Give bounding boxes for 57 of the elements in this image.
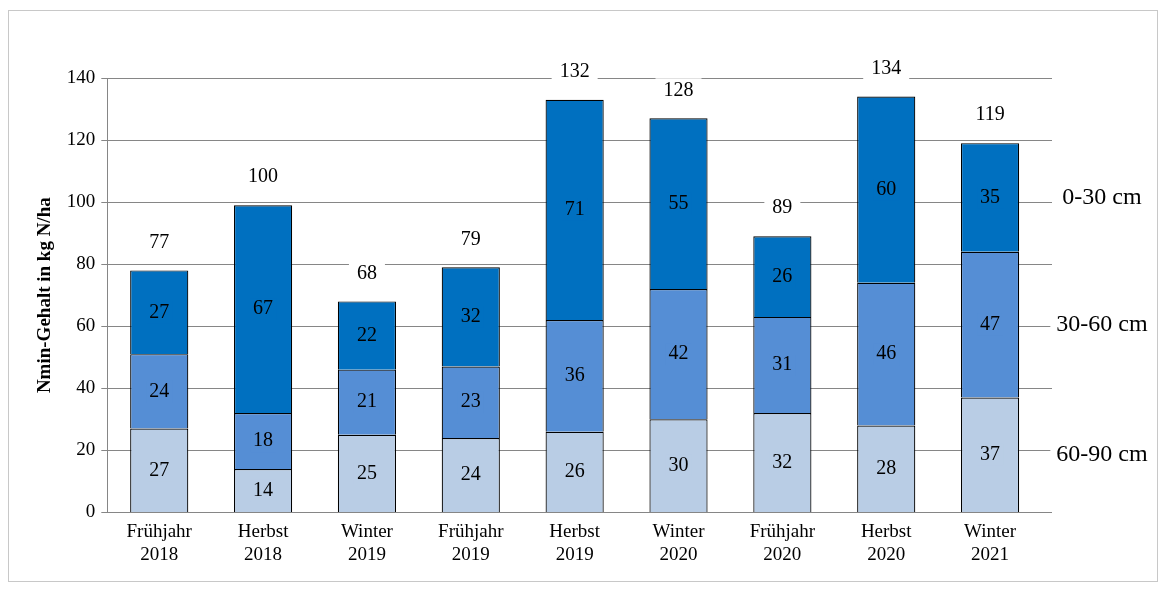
x-tick-label: Winter 2020 <box>652 519 706 564</box>
data-label: 32 <box>460 304 481 327</box>
total-label: 134 <box>871 55 902 78</box>
x-tick-label: Herbst 2018 <box>237 519 290 564</box>
series-label: 30-60 cm <box>1056 309 1148 336</box>
data-label: 23 <box>460 389 481 412</box>
total-label: 89 <box>772 195 793 218</box>
y-tick-label: 60 <box>76 314 96 336</box>
total-label: 128 <box>663 77 694 100</box>
data-label: 14 <box>253 477 274 500</box>
total-label: 119 <box>975 102 1005 125</box>
x-tick-label: Frühjahr 2019 <box>438 519 505 564</box>
data-label: 35 <box>980 184 1001 207</box>
data-label: 22 <box>356 322 377 345</box>
y-tick-label: 120 <box>66 128 96 150</box>
total-label: 77 <box>149 229 170 252</box>
y-tick-label: 20 <box>76 438 96 460</box>
y-tick-label: 140 <box>66 65 96 87</box>
data-label: 26 <box>772 263 793 286</box>
data-label: 67 <box>253 296 274 319</box>
data-label: 37 <box>980 442 1001 464</box>
y-tick-label: 0 <box>85 500 96 522</box>
data-label: 71 <box>564 197 585 220</box>
x-tick-label: Frühjahr 2020 <box>749 519 816 564</box>
data-label: 31 <box>772 352 793 375</box>
x-tick-label: Herbst 2019 <box>549 519 601 564</box>
data-label: 55 <box>668 190 689 213</box>
total-label: 79 <box>460 226 481 249</box>
data-label: 27 <box>149 299 170 322</box>
data-label: 28 <box>876 455 897 478</box>
data-label: 36 <box>564 363 585 386</box>
x-tick-label: Winter 2021 <box>964 519 1017 564</box>
data-label: 32 <box>772 449 793 472</box>
data-label: 24 <box>460 462 481 485</box>
x-tick-label: Herbst 2020 <box>860 519 913 564</box>
data-label: 30 <box>668 452 689 475</box>
data-label: 25 <box>356 460 377 483</box>
series-label: 60-90 cm <box>1056 440 1148 467</box>
data-label: 21 <box>356 389 377 412</box>
data-label: 47 <box>980 311 1001 334</box>
total-label: 100 <box>248 164 279 187</box>
total-label: 132 <box>559 58 590 81</box>
data-label: 24 <box>149 378 170 401</box>
total-label: 68 <box>356 260 377 283</box>
data-label: 60 <box>876 176 897 199</box>
y-tick-label: 80 <box>76 252 96 274</box>
y-axis-title: Nmin-Gehalt in kg N/ha <box>33 196 55 394</box>
series-label: 0-30 cm <box>1062 182 1142 209</box>
y-tick-label: 100 <box>66 190 96 212</box>
data-label: 26 <box>564 459 585 482</box>
x-tick-label: Frühjahr 2018 <box>126 519 193 564</box>
data-label: 27 <box>149 457 170 480</box>
y-tick-label: 40 <box>76 376 96 398</box>
data-label: 42 <box>668 341 689 364</box>
x-tick-label: Winter 2019 <box>340 519 394 564</box>
data-label: 18 <box>253 428 274 451</box>
data-label: 46 <box>876 341 897 364</box>
